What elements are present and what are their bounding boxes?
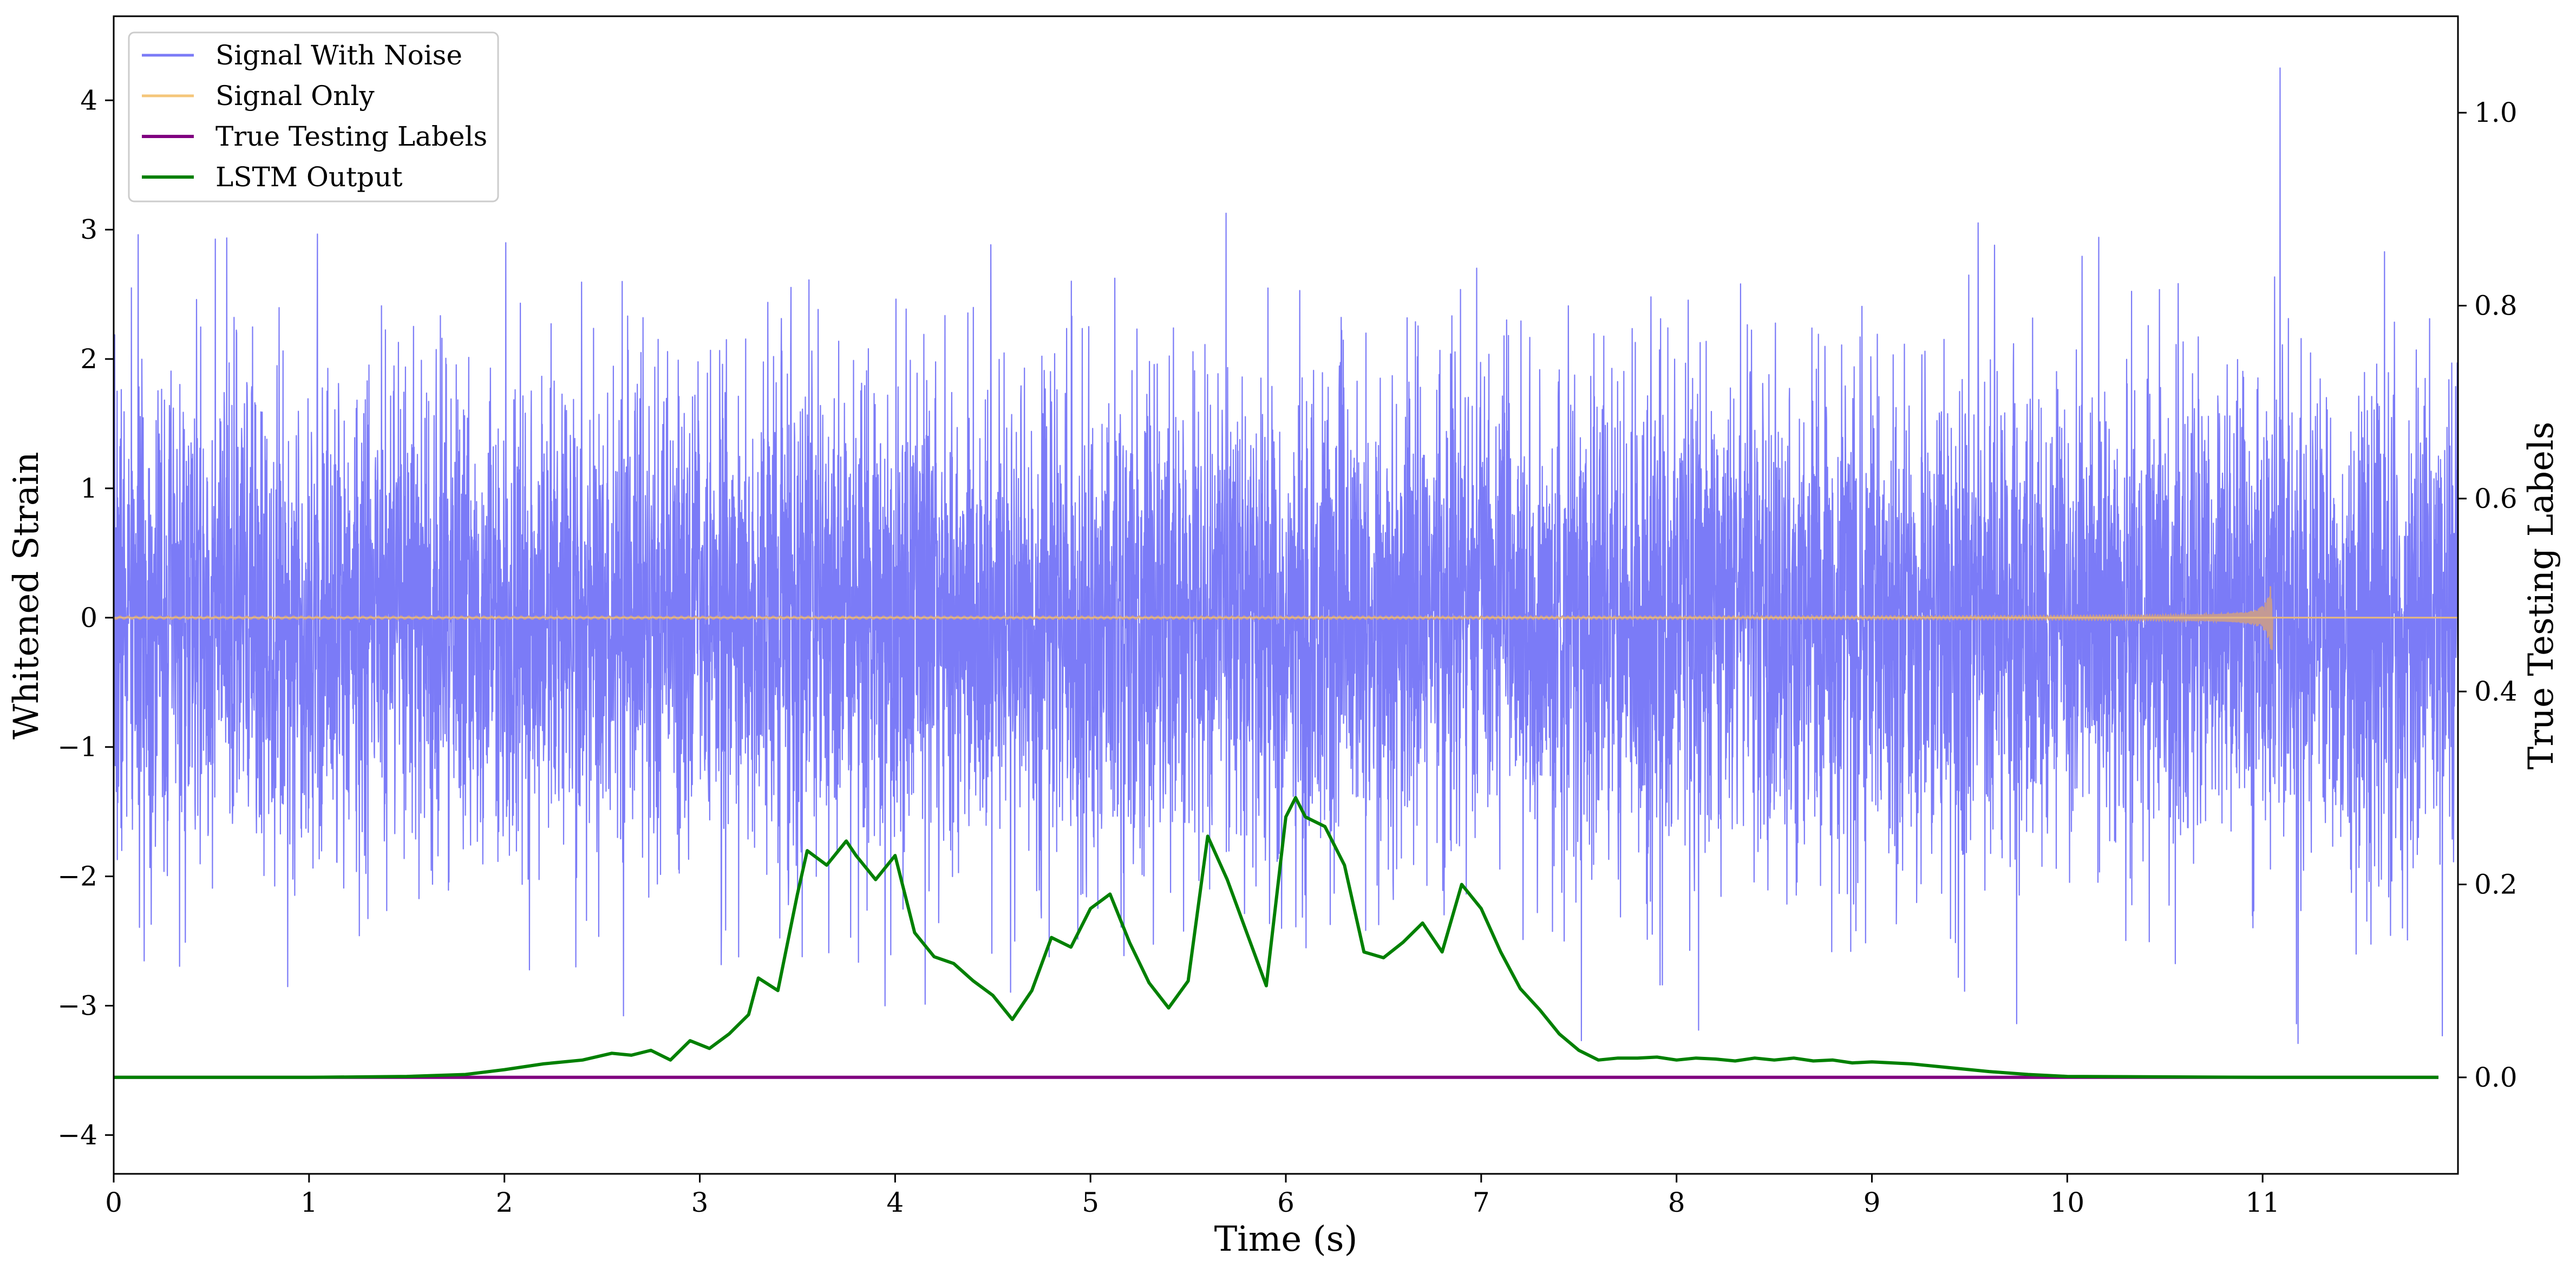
y-left-tick-label: 4 [80,84,97,116]
legend-label-signal-only: Signal Only [215,80,375,112]
x-tick-label: 8 [1668,1187,1685,1218]
x-tick-label: 2 [496,1187,513,1218]
y-left-tick-label: −3 [57,990,97,1021]
y-right-tick-label: 0.0 [2474,1062,2518,1093]
y-right-tick-label: 0.2 [2474,869,2518,900]
x-axis-label: Time (s) [1214,1219,1358,1259]
y-left-tick-label: −2 [57,861,97,892]
y-axis-left-label: Whitened Strain [6,452,47,739]
x-tick-label: 7 [1473,1187,1490,1218]
series-line-signal-with-noise [113,67,2459,1044]
y-left-tick-label: 3 [80,214,97,245]
x-tick-label: 1 [300,1187,318,1218]
legend-label-signal-with-noise: Signal With Noise [215,40,462,71]
y-left-tick-label: 2 [80,343,97,375]
legend: Signal With Noise Signal Only True Testi… [128,31,499,202]
x-tick-label: 9 [1864,1187,1881,1218]
x-tick-label: 10 [2050,1187,2085,1218]
x-tick-label: 11 [2245,1187,2280,1218]
y-left-tick-label: 1 [80,473,97,504]
x-tick-label: 3 [691,1187,709,1218]
series-line-lstm-output [114,796,2438,1079]
plot-area [113,67,2459,1079]
x-tick-label: 5 [1082,1187,1099,1218]
legend-label-lstm-output: LSTM Output [215,161,402,193]
y-right-tick-label: 0.4 [2474,676,2518,707]
y-left-tick-label: 0 [80,602,97,633]
x-tick-label: 0 [105,1187,122,1218]
y-left-tick-label: −1 [57,731,97,763]
legend-label-true-testing-labels: True Testing Labels [215,121,487,152]
y-left-tick-label: −4 [57,1119,97,1151]
x-tick-label: 4 [886,1187,904,1218]
y-right-tick-label: 0.6 [2474,483,2518,514]
x-tick-label: 6 [1277,1187,1294,1218]
axes-ticks: 0 1 2 3 4 5 6 7 8 9 10 1143210−1−2−3−41.00.80.60.40… [57,84,2517,1218]
legend-box [128,31,499,202]
y-right-tick-label: 0.8 [2474,290,2518,322]
y-right-tick-label: 1.0 [2474,97,2518,128]
y-axis-right-label: True Testing Labels [2521,422,2561,770]
